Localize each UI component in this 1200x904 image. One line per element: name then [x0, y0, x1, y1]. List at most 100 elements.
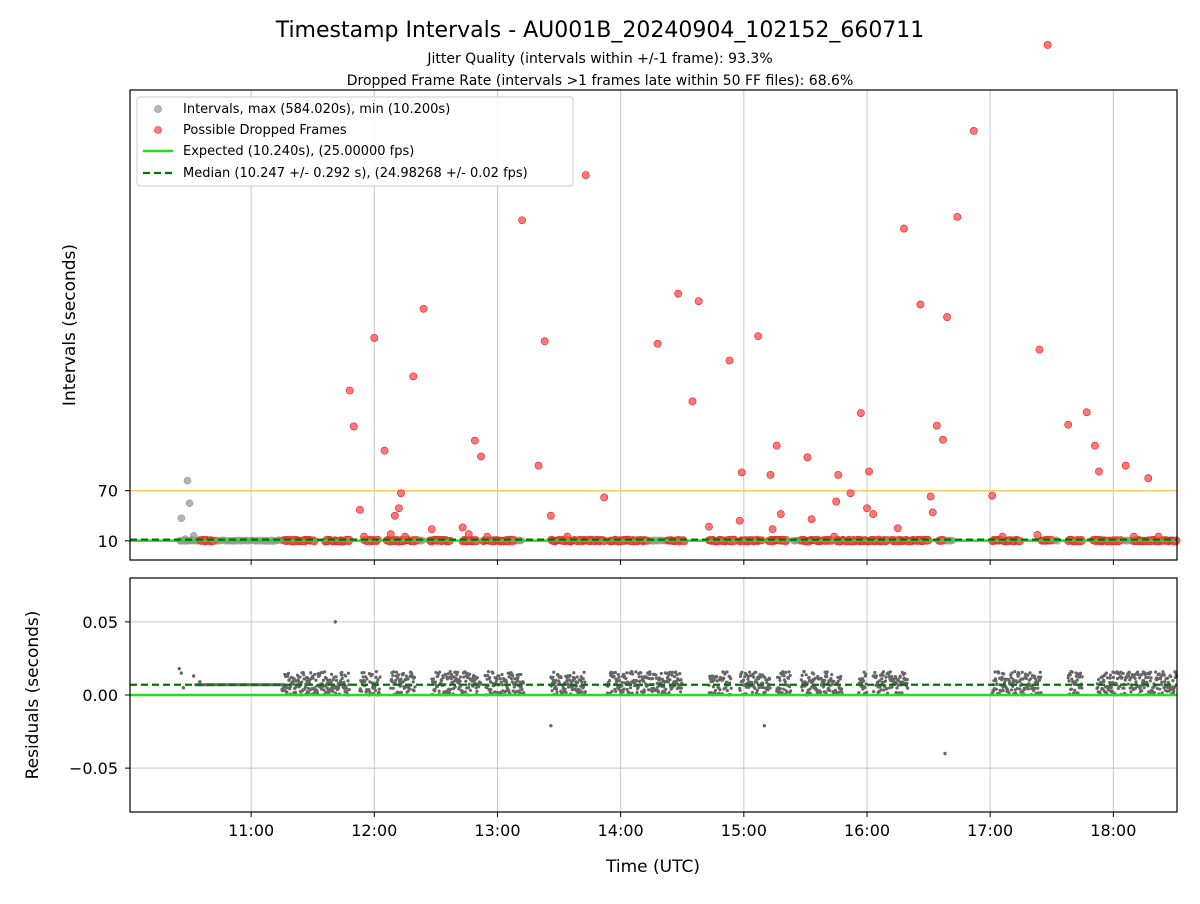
dropped-frame-point — [470, 436, 479, 445]
residual-point — [903, 671, 907, 675]
dropped-frame-point — [409, 372, 418, 381]
residual-point — [1077, 686, 1081, 690]
residual-point — [878, 679, 882, 683]
residual-point — [614, 680, 619, 684]
residual-point — [375, 680, 379, 684]
residual-point — [670, 673, 674, 677]
dropped-frame-point — [928, 508, 937, 517]
residual-point — [778, 687, 782, 691]
residual-point — [397, 690, 401, 695]
residual-point — [1034, 677, 1038, 681]
residual-point — [887, 675, 891, 679]
residual-point — [995, 682, 999, 686]
residual-point — [840, 691, 844, 695]
residual-point — [1158, 687, 1162, 691]
residual-point — [621, 690, 625, 694]
dropped-frame-point — [370, 334, 379, 342]
residual-point — [646, 688, 651, 692]
residual-point — [449, 687, 453, 691]
residual-point — [307, 691, 311, 695]
dropped-frame-point — [737, 468, 746, 477]
residual-point — [509, 676, 514, 681]
residual-point — [674, 679, 679, 683]
residual-point — [467, 685, 471, 690]
residual-point — [582, 670, 586, 674]
residual-point — [486, 673, 490, 677]
residual-point — [433, 680, 438, 684]
dropped-frame-point — [674, 289, 683, 298]
residual-point — [654, 676, 658, 680]
residual-point — [783, 680, 787, 684]
residual-point — [1096, 678, 1101, 682]
residual-point — [1033, 686, 1037, 691]
residual-point — [1138, 686, 1142, 691]
dropped-frame-point — [1043, 41, 1052, 49]
residual-point — [639, 690, 644, 694]
residual-point — [1015, 686, 1019, 691]
residual-point — [327, 690, 331, 694]
residual-point — [613, 670, 617, 675]
bottom-y-axis-label: Residuals (seconds) — [23, 611, 43, 780]
residual-point — [639, 671, 643, 675]
residual-point — [1134, 680, 1138, 684]
residual-point — [573, 676, 577, 681]
bottom-x-tick-label: 17:00 — [967, 821, 1013, 840]
residual-point — [1028, 671, 1032, 675]
residual-point — [879, 688, 883, 692]
residual-point — [994, 679, 998, 683]
residual-point — [895, 686, 899, 690]
residual-point — [342, 680, 346, 684]
residual-point — [1096, 685, 1100, 689]
top-x-ticks — [250, 560, 1114, 565]
residual-point — [181, 685, 186, 690]
residual-point — [881, 680, 885, 684]
residual-point — [754, 670, 758, 674]
residual-point — [864, 682, 868, 686]
residual-point — [635, 690, 639, 695]
residual-point — [897, 679, 901, 683]
residual-point — [800, 673, 804, 677]
residual-point — [1013, 670, 1017, 674]
residual-point — [1074, 674, 1079, 678]
residual-point — [943, 751, 947, 756]
residual-point — [328, 678, 332, 682]
residual-point — [373, 688, 378, 693]
residual-point — [1144, 676, 1148, 680]
residual-point — [565, 679, 569, 683]
residual-point — [1070, 670, 1074, 674]
residual-point — [1075, 678, 1079, 682]
residual-point — [572, 671, 576, 675]
residual-point — [1076, 672, 1080, 676]
residual-point — [994, 687, 998, 691]
residual-point — [662, 685, 666, 689]
residual-point — [331, 689, 335, 694]
residual-point — [1002, 672, 1006, 676]
residual-point — [518, 680, 522, 684]
residual-point — [894, 675, 898, 680]
residual-point — [898, 674, 902, 678]
residual-point — [782, 687, 786, 691]
residual-point — [628, 686, 633, 690]
residual-point — [512, 682, 516, 687]
residual-point — [738, 688, 742, 692]
residual-point — [830, 682, 835, 686]
residual-point — [722, 676, 726, 680]
residual-point — [406, 677, 410, 681]
residual-point — [476, 685, 481, 689]
legend-marker-intervals — [154, 105, 162, 113]
bottom-y-tick-label: 0.00 — [82, 686, 118, 705]
residual-point — [575, 681, 580, 685]
residual-point — [679, 678, 683, 682]
residual-point — [456, 670, 460, 674]
residual-point — [1036, 686, 1040, 690]
residual-point — [323, 670, 327, 674]
residual-point — [506, 688, 511, 692]
residual-point — [412, 675, 417, 679]
residual-point — [286, 671, 291, 675]
residual-point — [881, 673, 885, 677]
residual-point — [1036, 691, 1040, 695]
dropped-frame-point — [345, 386, 354, 395]
dropped-frame-point — [916, 300, 925, 309]
residual-point — [1162, 673, 1166, 677]
residual-point — [340, 670, 344, 675]
